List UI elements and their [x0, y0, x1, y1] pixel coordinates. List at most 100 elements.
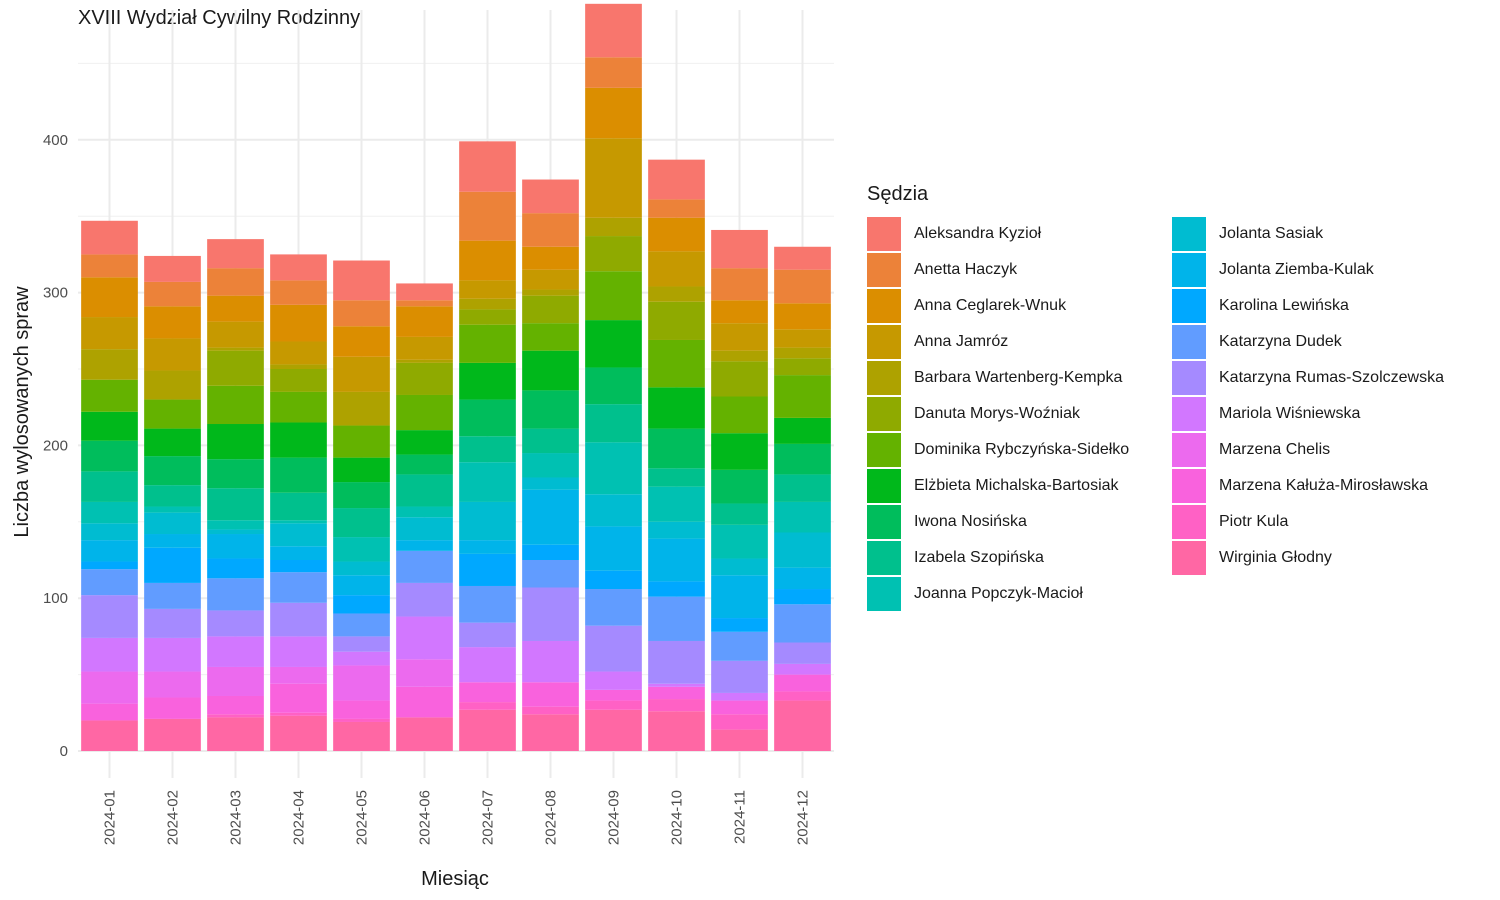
y-tick-label: 200: [43, 437, 68, 454]
bar-segment: [207, 717, 264, 751]
bar-segment: [459, 141, 516, 192]
legend-item: Karolina Lewińska: [1172, 288, 1477, 324]
bar-segment: [333, 508, 390, 538]
bar-segment: [459, 709, 516, 751]
legend-key-swatch: [1172, 253, 1206, 287]
bar-segment: [459, 462, 516, 502]
bar-segment: [774, 700, 831, 751]
x-tick-label: 2024-12: [795, 790, 812, 845]
bar-segment: [144, 370, 201, 400]
bar-segment: [648, 581, 705, 597]
bar-segment: [207, 347, 264, 351]
bar-segment: [207, 695, 264, 715]
bar-segment: [648, 159, 705, 200]
bar-segment: [585, 320, 642, 368]
bar-segment: [396, 474, 453, 507]
bar-segment: [144, 637, 201, 672]
bar-segment: [144, 281, 201, 307]
bar-segment: [648, 486, 705, 522]
bar-segment: [774, 269, 831, 304]
bar-segment: [711, 631, 768, 661]
legend-key-swatch: [867, 289, 901, 323]
legend-item: Izabela Szopińska: [867, 540, 1172, 576]
bar-segment: [81, 720, 138, 751]
bar-segment: [585, 404, 642, 443]
bar-segment: [144, 399, 201, 429]
x-tick-label: 2024-05: [354, 790, 371, 845]
legend-key-swatch: [1172, 433, 1206, 467]
bar-segment: [459, 585, 516, 623]
legend-item: Iwona Nosińska: [867, 504, 1172, 540]
bar-segment: [774, 246, 831, 270]
legend-item: Barbara Wartenberg-Kempka: [867, 360, 1172, 396]
bar-segment: [396, 582, 453, 617]
bar-segment: [648, 301, 705, 340]
legend-key-swatch: [867, 253, 901, 287]
bar-segment: [333, 718, 390, 722]
bar-segment: [774, 443, 831, 475]
legend-key-swatch: [867, 397, 901, 431]
bar-segment: [522, 640, 579, 683]
bar-segment: [396, 717, 453, 751]
x-tick-label: 2024-07: [480, 790, 497, 845]
chart-title: XVIII Wydział Cywilny Rodzinny: [78, 7, 361, 29]
bar-segment: [648, 199, 705, 218]
bar-segment: [648, 286, 705, 302]
bar-segment: [522, 682, 579, 707]
bar-segment: [396, 359, 453, 363]
bar-segment: [144, 428, 201, 457]
bar-segment: [774, 501, 831, 533]
bar-segment: [81, 220, 138, 255]
bar-segment: [207, 520, 264, 530]
y-tick-label: 300: [43, 285, 68, 302]
bar-segment: [774, 674, 831, 692]
bar-segment: [270, 683, 327, 713]
legend-key-swatch: [867, 361, 901, 395]
bar-segment: [81, 671, 138, 704]
bar-segment: [774, 358, 831, 376]
bar-segment: [333, 636, 390, 652]
legend-item: Piotr Kula: [1172, 504, 1477, 540]
legend-key-swatch: [867, 505, 901, 539]
bar-segment: [585, 494, 642, 527]
bar-segment: [81, 440, 138, 472]
legend-item: Anna Jamróz: [867, 324, 1172, 360]
legend-label: Wirginia Głodny: [1219, 549, 1332, 566]
bar-segment: [459, 702, 516, 710]
bar-segment: [459, 298, 516, 310]
bar-segment: [459, 501, 516, 541]
bar-segment: [207, 385, 264, 425]
bar-segment: [270, 602, 327, 637]
bar-segment: [585, 57, 642, 88]
bar-segment: [207, 578, 264, 611]
bar-segment: [81, 561, 138, 570]
bar-segment: [207, 424, 264, 460]
legend-key-swatch: [1172, 361, 1206, 395]
bar-segment: [270, 369, 327, 392]
bar-segment: [711, 469, 768, 504]
legend-key-swatch: [867, 541, 901, 575]
bar-segment: [774, 329, 831, 348]
legend-key-swatch: [867, 577, 901, 611]
legend-key-swatch: [1172, 325, 1206, 359]
bar-segment: [270, 666, 327, 684]
legend-label: Mariola Wiśniewska: [1219, 405, 1361, 422]
bar-segment: [207, 350, 264, 386]
legend-key-swatch: [1172, 469, 1206, 503]
x-tick-label: 2024-03: [228, 790, 245, 845]
bar-segment: [648, 686, 705, 700]
bar-segment: [396, 550, 453, 583]
bar-segment: [270, 280, 327, 305]
bar-segment: [711, 323, 768, 351]
legend-key-swatch: [1172, 217, 1206, 251]
bar-segment: [585, 625, 642, 672]
bar-segment: [522, 587, 579, 641]
legend-label: Katarzyna Dudek: [1219, 333, 1342, 350]
bar-segment: [396, 394, 453, 431]
bar-segment: [585, 700, 642, 710]
bar-segment: [396, 686, 453, 718]
bar-segment: [144, 456, 201, 486]
legend-title: Sędzia: [867, 183, 929, 205]
bar-segment: [459, 553, 516, 586]
